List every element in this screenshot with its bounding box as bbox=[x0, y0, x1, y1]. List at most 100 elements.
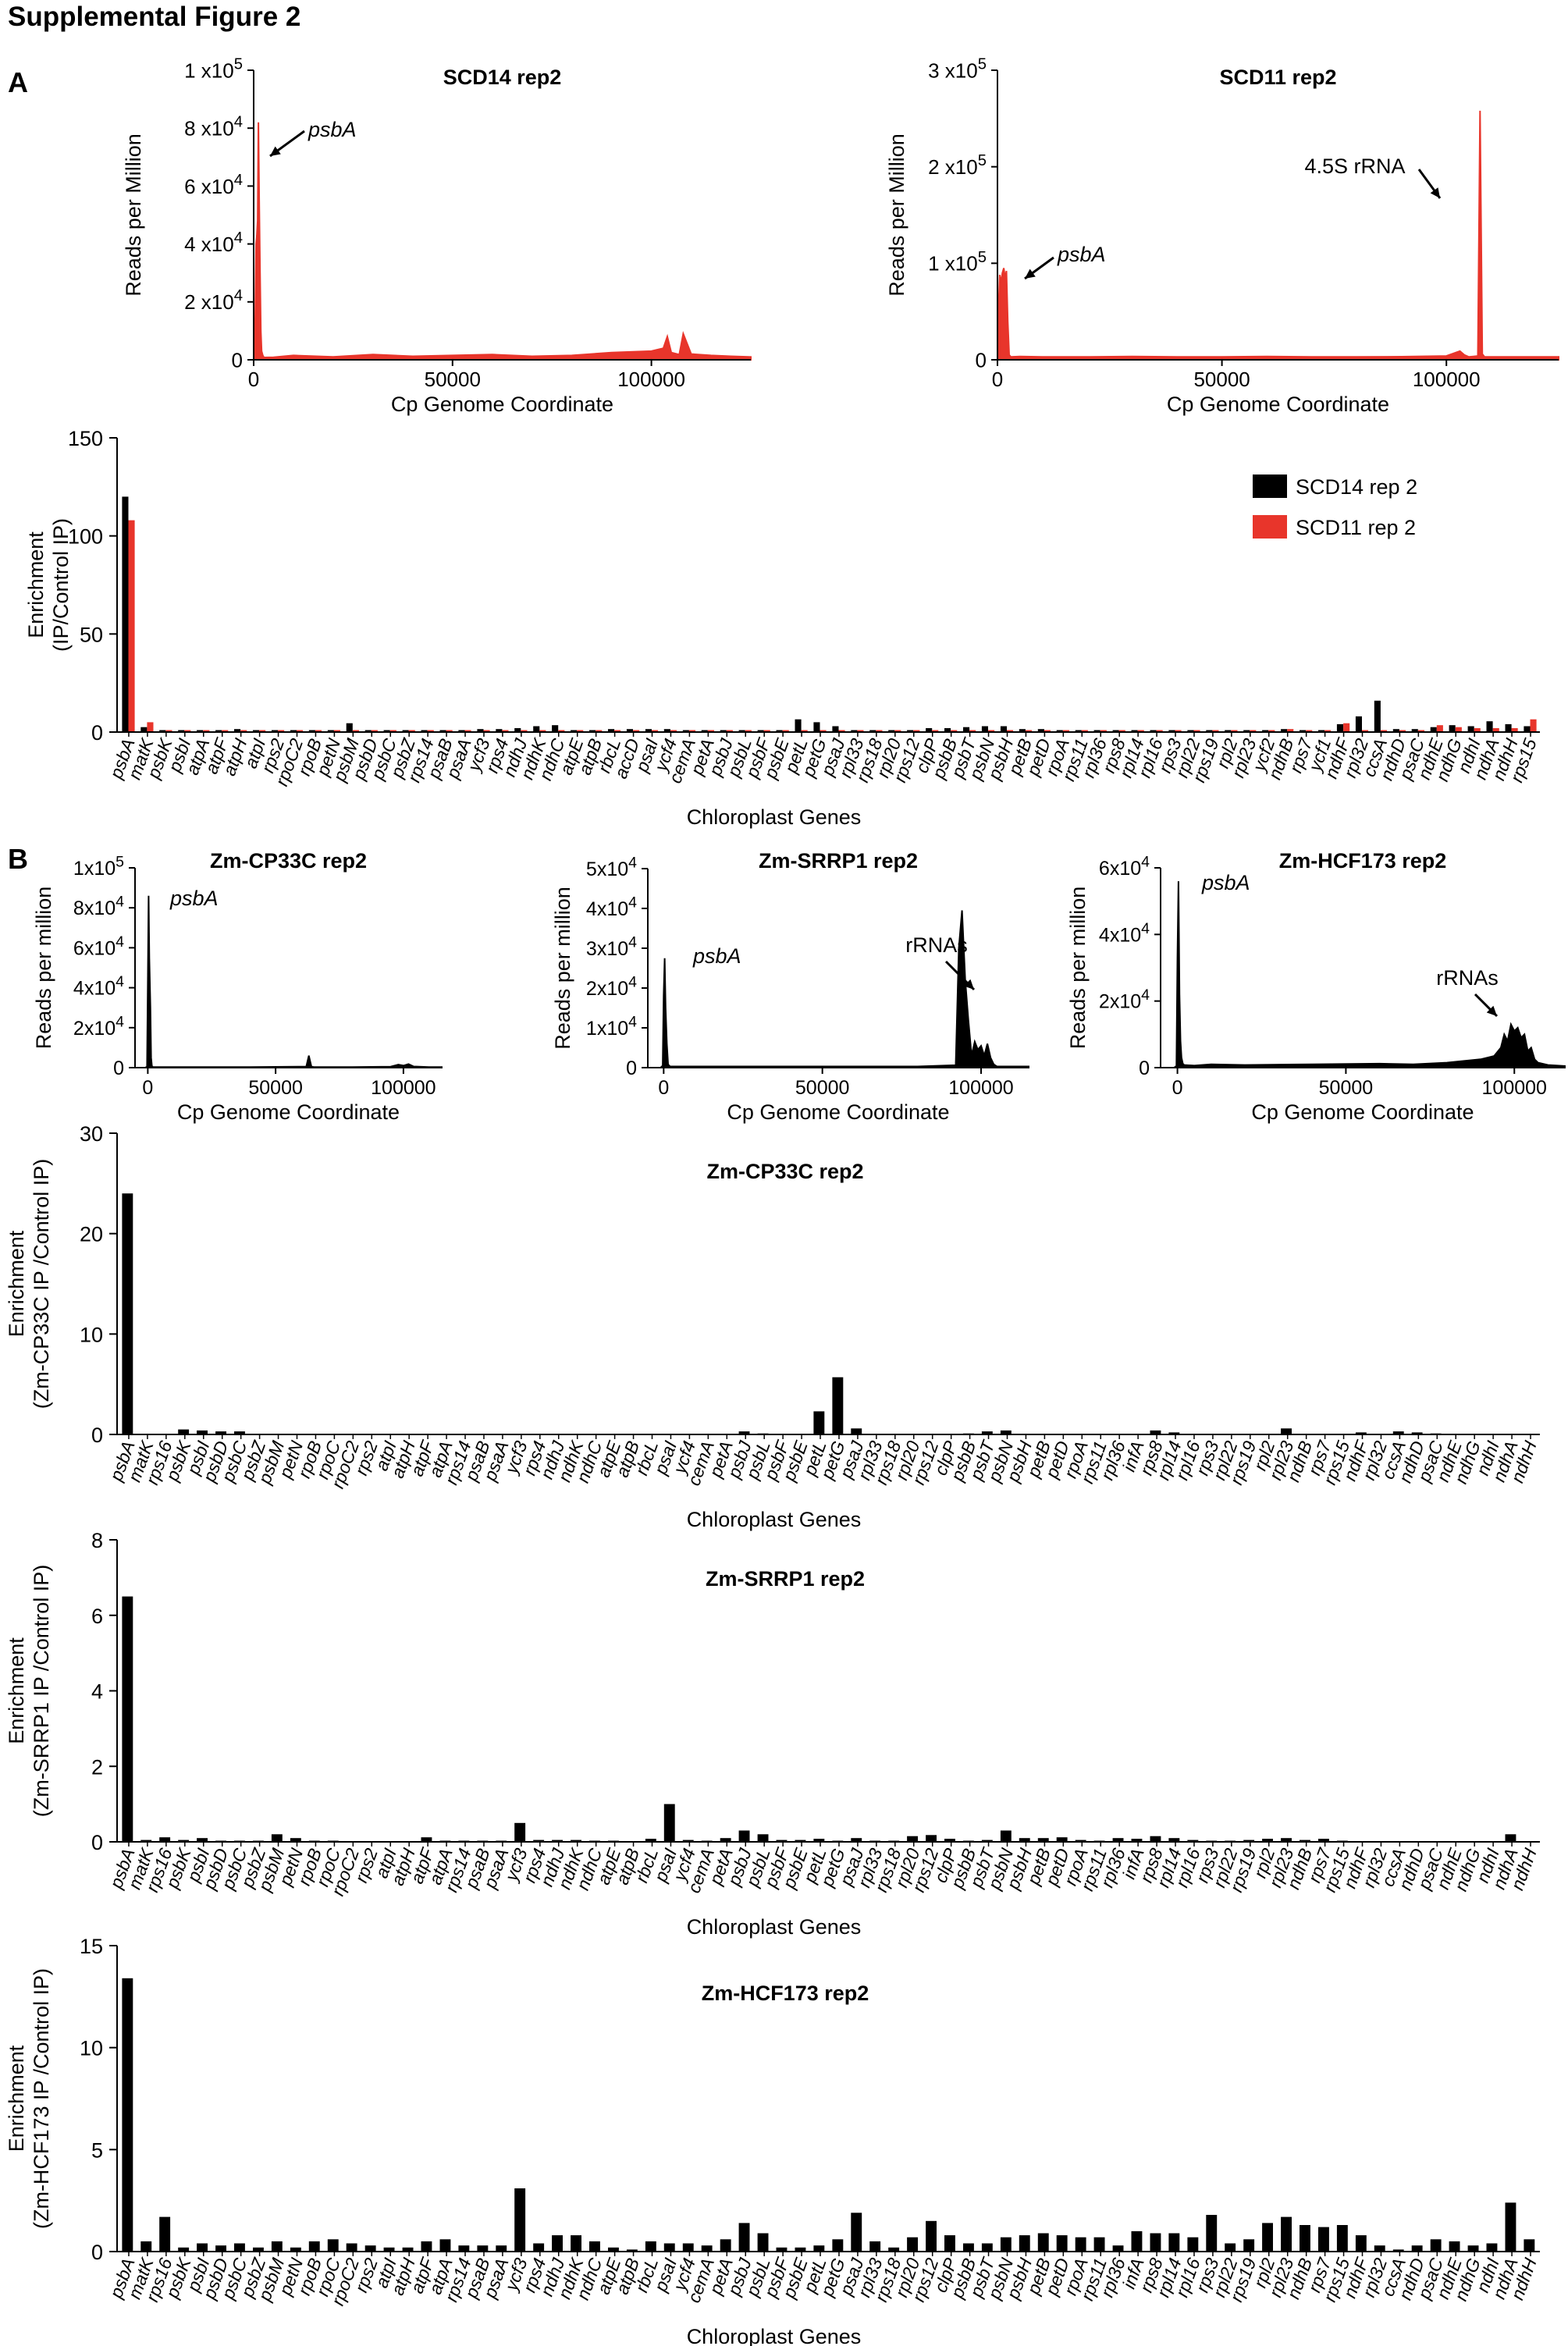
bar bbox=[1281, 1838, 1292, 1842]
bar bbox=[1436, 725, 1443, 732]
bar bbox=[571, 730, 578, 732]
bar bbox=[907, 2237, 918, 2252]
y-axis-label: Reads per million bbox=[32, 887, 55, 1050]
bar bbox=[907, 730, 914, 732]
bar bbox=[1168, 1432, 1180, 1434]
bar bbox=[197, 730, 204, 732]
y-tick-label: 4 bbox=[91, 1680, 103, 1704]
bar bbox=[663, 1804, 675, 1842]
y-tick-label: 20 bbox=[80, 1223, 103, 1246]
y-tick-label: 2 x104 bbox=[184, 287, 243, 314]
bar bbox=[851, 730, 858, 732]
bar bbox=[776, 1839, 788, 1842]
bar bbox=[1250, 730, 1257, 732]
bar bbox=[1287, 729, 1294, 732]
bar bbox=[165, 730, 172, 732]
bar bbox=[1037, 2233, 1049, 2252]
bar bbox=[122, 1193, 133, 1434]
bar bbox=[1381, 730, 1388, 732]
y-tick-label: 4x104 bbox=[586, 894, 637, 921]
y-axis-label: Reads per Million bbox=[122, 133, 145, 297]
coverage-plot-b1: 0 2x104 4x104 6x104 8x104 1x105 0 50000 100000 Zm… bbox=[32, 849, 443, 1124]
annotation-label: psbA bbox=[692, 944, 741, 968]
annotation-label: psbA bbox=[1201, 871, 1250, 894]
bar bbox=[981, 1431, 993, 1434]
bar bbox=[944, 728, 951, 732]
panel-label-a: A bbox=[8, 66, 28, 98]
bar bbox=[234, 729, 241, 732]
bar bbox=[427, 730, 434, 732]
bar bbox=[290, 2247, 301, 2252]
bar bbox=[1243, 730, 1250, 732]
bar bbox=[122, 496, 129, 732]
bar bbox=[278, 730, 285, 732]
bar bbox=[1131, 1839, 1143, 1842]
bar bbox=[514, 1822, 526, 1842]
bar bbox=[197, 1430, 208, 1434]
bar bbox=[963, 2243, 974, 2252]
bar bbox=[589, 2241, 600, 2252]
bar bbox=[701, 730, 708, 732]
bar bbox=[1026, 730, 1033, 732]
bar bbox=[738, 1830, 750, 1842]
bar bbox=[1137, 730, 1144, 732]
coverage-trace bbox=[252, 122, 752, 361]
bar bbox=[446, 730, 453, 732]
bar bbox=[1037, 729, 1044, 732]
y-tick-label: 6x104 bbox=[73, 933, 124, 960]
bar bbox=[981, 2243, 993, 2252]
bar bbox=[402, 730, 409, 732]
arrow-head bbox=[963, 979, 974, 990]
bar bbox=[1355, 2235, 1367, 2252]
bar bbox=[371, 730, 378, 732]
bar bbox=[552, 725, 559, 732]
bar bbox=[720, 1838, 731, 1842]
x-axis-label: Chloroplast Genes bbox=[687, 1508, 862, 1531]
x-axis-label: Cp Genome Coordinate bbox=[727, 1100, 949, 1124]
y-tick-label: 0 bbox=[1139, 1057, 1150, 1079]
bar bbox=[851, 1838, 862, 1842]
bar bbox=[776, 2247, 788, 2252]
bar bbox=[720, 2239, 731, 2252]
x-tick-label: 100000 bbox=[371, 1077, 436, 1099]
bar bbox=[1524, 2239, 1535, 2252]
bar bbox=[1112, 730, 1119, 732]
plot-title: Zm-SRRP1 rep2 bbox=[759, 849, 918, 873]
bar bbox=[888, 2247, 900, 2252]
bar bbox=[633, 730, 640, 732]
bar bbox=[663, 729, 670, 732]
y-tick-label: 2x104 bbox=[586, 974, 637, 1001]
bar bbox=[222, 730, 229, 732]
bar bbox=[203, 730, 210, 732]
y-tick-label: 0 bbox=[91, 1831, 103, 1854]
bar bbox=[951, 730, 958, 732]
y-tick-label: 2x104 bbox=[1099, 986, 1150, 1013]
bar bbox=[1300, 1839, 1310, 1842]
bar bbox=[1000, 2237, 1012, 2252]
bar bbox=[533, 1839, 545, 1842]
bar bbox=[795, 719, 802, 732]
bar bbox=[1449, 725, 1456, 732]
bar bbox=[1131, 2230, 1143, 2252]
bar bbox=[701, 2245, 713, 2252]
bar bbox=[315, 730, 322, 732]
bar bbox=[1075, 1839, 1086, 1842]
panel-label-b: B bbox=[8, 843, 28, 875]
y-axis-label: Enrichment(Zm-CP33C IP /Control IP) bbox=[5, 1159, 53, 1409]
y-tick-label: 4x104 bbox=[1099, 920, 1150, 947]
bar bbox=[439, 730, 446, 732]
y-tick-label: 2 x105 bbox=[928, 152, 987, 179]
bar bbox=[1150, 1430, 1161, 1434]
bar bbox=[1112, 2245, 1124, 2252]
bar bbox=[1075, 730, 1082, 732]
bar bbox=[682, 730, 689, 732]
bar-chart-b4: 0102030psbAmatKrps16psbKpsbIpsbDpsbCpsbZ… bbox=[5, 1122, 1541, 1531]
bar bbox=[820, 730, 827, 732]
bar bbox=[364, 730, 372, 732]
bar bbox=[1417, 730, 1424, 732]
bar bbox=[1392, 729, 1399, 732]
bar bbox=[745, 730, 752, 732]
bar bbox=[1187, 1839, 1199, 1842]
bar bbox=[533, 2243, 545, 2252]
bar bbox=[1056, 2235, 1068, 2252]
